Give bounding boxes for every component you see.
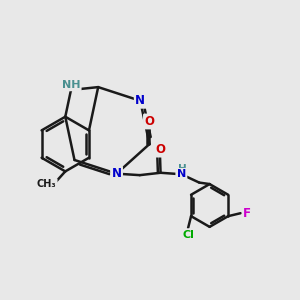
Text: Cl: Cl	[182, 230, 194, 240]
Text: O: O	[144, 115, 154, 128]
Text: O: O	[155, 143, 165, 156]
Text: N: N	[112, 167, 122, 180]
Text: CH₃: CH₃	[37, 179, 56, 190]
Text: F: F	[243, 207, 251, 220]
Text: H: H	[178, 164, 187, 174]
Text: N: N	[135, 94, 145, 107]
Text: NH: NH	[62, 80, 80, 90]
Text: N: N	[177, 169, 186, 179]
